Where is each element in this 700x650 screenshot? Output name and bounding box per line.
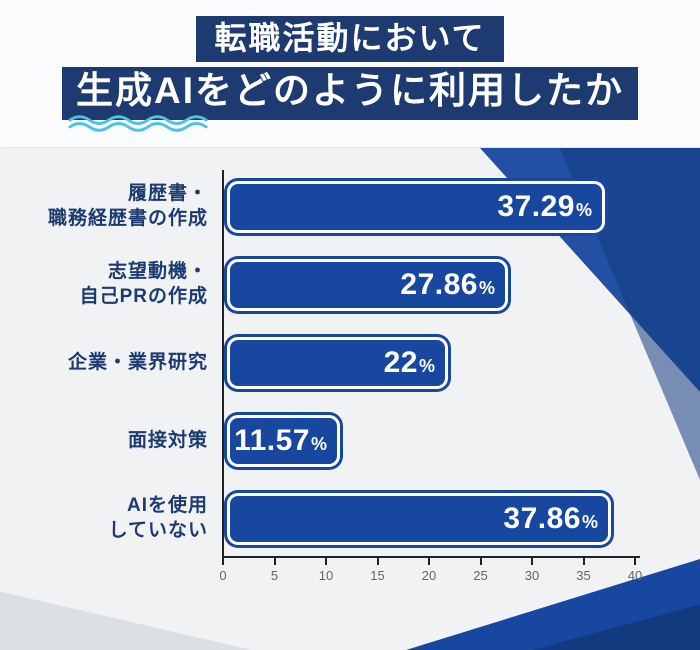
title-text-line1: 転職活動において [196, 16, 504, 62]
category-label: 面接対策 [127, 429, 208, 451]
bar-value-label: 27.86% [400, 268, 495, 301]
bar-area: 11.57% [222, 412, 700, 470]
x-tick-label: 40 [627, 568, 643, 583]
x-tick-label: 10 [318, 568, 334, 583]
x-tick-label: 30 [524, 568, 540, 583]
x-tick-mark [531, 558, 533, 565]
wavy-underline-decoration [68, 115, 208, 133]
bar: 11.57% [224, 412, 343, 470]
category-label: 志望動機・ 自己PRの作成 [79, 261, 208, 307]
bar-area: 37.29% [222, 178, 700, 236]
x-tick-mark [634, 558, 636, 565]
bar: 37.86% [224, 490, 614, 548]
y-axis-line [222, 170, 224, 558]
x-tick-label: 35 [576, 568, 591, 583]
chart-row: 企業・業界研究 22% [0, 334, 700, 392]
bar-value-label: 37.86% [503, 502, 598, 535]
x-axis-ticks: 0 5 10 15 20 25 30 35 40 [0, 558, 700, 588]
bar-fill: 22% [227, 337, 448, 389]
category-label: 企業・業界研究 [67, 351, 208, 373]
category-label: AIを使用 していない [108, 495, 208, 541]
x-tick-label: 5 [270, 568, 279, 583]
x-tick-mark [479, 558, 482, 565]
x-tick-label: 0 [219, 568, 227, 583]
header: 転職活動において 生成AIをどのように利用したか [0, 0, 700, 148]
bar-area: 27.86% [222, 256, 700, 314]
bar-fill: 27.86% [227, 259, 508, 311]
x-tick-label: 15 [370, 568, 385, 583]
x-tick-label: 25 [473, 568, 488, 583]
chart-row: 面接対策 11.57% [0, 412, 700, 470]
x-tick-label: 20 [421, 568, 437, 583]
bar-fill: 11.57% [227, 415, 340, 467]
x-tick-mark [273, 558, 276, 565]
bar-value-label: 22% [383, 346, 435, 379]
chart-row: 履歴書・ 職務経歴書の作成 37.29% [0, 178, 700, 236]
bar-fill: 37.29% [227, 181, 605, 233]
page-title-line2: 生成AIをどのように利用したか [62, 67, 638, 133]
bar-area: 37.86% [222, 490, 700, 548]
page-title-line1: 転職活動において [0, 16, 700, 62]
chart-rows: 履歴書・ 職務経歴書の作成 37.29% 志望動機・ 自己PRの作成 27.86% 企業・業… [0, 178, 700, 548]
chart-row: 志望動機・ 自己PRの作成 27.86% [0, 256, 700, 314]
x-axis-line [222, 556, 640, 558]
title-text-line2: 生成AIをどのように利用したか [62, 67, 638, 121]
bar-chart: 履歴書・ 職務経歴書の作成 37.29% 志望動機・ 自己PRの作成 27.86% 企業・業… [0, 166, 700, 588]
chart-row: AIを使用 していない 37.86% [0, 490, 700, 548]
category-label: 履歴書・ 職務経歴書の作成 [47, 183, 208, 229]
x-tick-mark [222, 558, 224, 565]
bar-value-label: 11.57% [234, 424, 327, 457]
x-tick-mark [582, 558, 585, 565]
x-tick-mark [428, 558, 430, 565]
bar-fill: 37.86% [227, 493, 611, 545]
plot-area: 履歴書・ 職務経歴書の作成 37.29% 志望動機・ 自己PRの作成 27.86% 企業・業… [0, 166, 700, 558]
bar: 37.29% [224, 178, 608, 236]
x-tick-mark [376, 558, 379, 565]
x-tick-mark [325, 558, 327, 565]
bar-value-label: 37.29% [497, 190, 592, 223]
page-title: 転職活動において 生成AIをどのように利用したか [0, 0, 700, 133]
bar: 22% [224, 334, 451, 392]
bar-area: 22% [222, 334, 700, 392]
bar: 27.86% [224, 256, 511, 314]
